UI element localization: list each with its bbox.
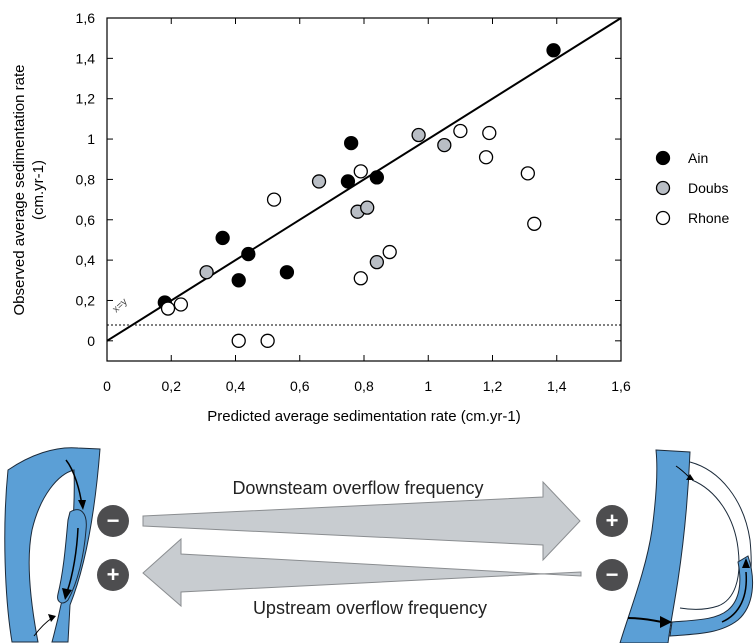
point-ain bbox=[215, 230, 230, 246]
y-tick-label: 0,8 bbox=[76, 171, 96, 187]
legend-marker-doubs bbox=[655, 180, 671, 196]
y-tick-label: 0,6 bbox=[76, 212, 96, 228]
left-flow-arrowhead-top bbox=[78, 500, 86, 510]
left-channel-illustration bbox=[4, 447, 101, 643]
left-outflow-arrowhead bbox=[48, 614, 56, 622]
point-ain bbox=[241, 246, 256, 262]
right-oxbow-inner bbox=[679, 479, 740, 610]
y-axis-unit: (cm.yr-1) bbox=[30, 160, 47, 220]
right-inflow-line bbox=[627, 617, 663, 623]
y-tick-label: 0 bbox=[87, 333, 95, 349]
x-tick-label: 0,6 bbox=[290, 378, 310, 394]
x-axis-ticks: 0 0,2 0,4 0,6 0,8 1 1,2 1,4 1,6 bbox=[103, 18, 631, 394]
left-side-channel bbox=[57, 509, 87, 604]
reference-line-x-equals-y bbox=[106, 17, 622, 342]
point-rhone bbox=[482, 125, 497, 141]
point-doubs bbox=[199, 265, 214, 280]
right-oxbow-flow-line bbox=[721, 571, 748, 623]
right-top-arrowhead bbox=[686, 474, 694, 480]
x-tick-label: 0,8 bbox=[354, 378, 374, 394]
point-doubs bbox=[369, 254, 385, 270]
point-doubs bbox=[437, 137, 452, 153]
y-axis-ticks: 0 0,2 0,4 0,6 0,8 1 1,2 1,4 1,6 bbox=[76, 10, 621, 349]
point-ain bbox=[546, 43, 561, 58]
right-oxbow-channel bbox=[669, 555, 754, 637]
x-tick-label: 0,2 bbox=[162, 378, 182, 394]
point-rhone bbox=[160, 301, 176, 316]
point-ain bbox=[231, 273, 246, 288]
left-outflow-line bbox=[33, 617, 53, 637]
legend: Ain Doubs Rhone bbox=[655, 150, 729, 226]
point-rhone bbox=[520, 166, 535, 181]
downstream-frequency-label: Downsteam overflow frequency bbox=[232, 478, 483, 498]
minus-sign-left-top: − bbox=[97, 505, 129, 537]
reference-line-label: x=y bbox=[111, 296, 130, 315]
right-oxbow-arrowhead bbox=[742, 558, 750, 568]
upstream-frequency-arrow bbox=[142, 537, 582, 608]
point-ain bbox=[343, 135, 359, 151]
right-channel-illustration bbox=[619, 449, 754, 643]
x-axis-label: Predicted average sedimentation rate (cm… bbox=[207, 408, 520, 425]
y-tick-label: 1,4 bbox=[76, 50, 96, 66]
right-inflow-arrowhead bbox=[660, 616, 672, 628]
upstream-frequency-label: Upstream overflow frequency bbox=[253, 598, 487, 618]
x-tick-label: 0 bbox=[103, 378, 111, 394]
point-rhone bbox=[527, 216, 542, 231]
y-tick-label: 1,6 bbox=[76, 10, 96, 26]
sign-text: − bbox=[606, 562, 619, 587]
point-rhone bbox=[478, 150, 494, 165]
x-tick-label: 1,6 bbox=[611, 378, 631, 394]
point-rhone bbox=[260, 333, 275, 348]
legend-label-doubs: Doubs bbox=[688, 180, 728, 196]
point-ain bbox=[369, 170, 385, 185]
minus-sign-right-bottom: − bbox=[596, 559, 628, 591]
point-rhone bbox=[353, 271, 368, 286]
x-tick-label: 1,2 bbox=[483, 378, 503, 394]
point-ain bbox=[340, 174, 356, 189]
point-ain bbox=[279, 265, 295, 280]
scatter-chart: x=y 0 0,2 0,4 0,6 0,8 1 1,2 1,4 1,6 0 0,2 0,4 0,6 0,… bbox=[11, 10, 729, 425]
sign-text: + bbox=[606, 508, 619, 533]
point-rhone bbox=[382, 244, 397, 260]
left-flow-arrowhead-bottom bbox=[62, 588, 72, 600]
legend-label-ain: Ain bbox=[688, 150, 708, 166]
left-side-flow-line bbox=[66, 527, 79, 593]
x-tick-label: 1 bbox=[424, 378, 432, 394]
x-tick-label: 1,4 bbox=[547, 378, 567, 394]
downstream-frequency-arrow bbox=[142, 480, 581, 562]
y-tick-label: 0,4 bbox=[76, 252, 96, 268]
y-tick-label: 1,2 bbox=[76, 91, 96, 107]
point-doubs bbox=[411, 127, 426, 143]
point-rhone bbox=[231, 333, 246, 348]
point-doubs bbox=[311, 174, 327, 189]
sign-text: + bbox=[107, 562, 120, 587]
point-rhone bbox=[453, 123, 468, 139]
point-rhone bbox=[353, 164, 368, 179]
point-rhone bbox=[266, 192, 282, 207]
x-tick-label: 0,4 bbox=[226, 378, 246, 394]
right-main-channel bbox=[619, 449, 691, 643]
y-tick-label: 1 bbox=[87, 131, 95, 147]
y-axis-label: Observed average sedimentation rate bbox=[11, 65, 28, 316]
sign-text: − bbox=[107, 508, 120, 533]
data-points bbox=[157, 43, 561, 348]
plus-sign-right-top: + bbox=[596, 505, 628, 537]
overflow-frequency-diagram: Downsteam overflow frequency Upstream ov… bbox=[4, 447, 754, 643]
point-doubs bbox=[360, 200, 375, 215]
legend-marker-ain bbox=[655, 150, 671, 166]
plus-sign-left-bottom: + bbox=[97, 559, 129, 591]
legend-label-rhone: Rhone bbox=[688, 210, 729, 226]
y-tick-label: 0,2 bbox=[76, 292, 96, 308]
left-main-channel bbox=[4, 447, 101, 643]
legend-marker-rhone bbox=[655, 210, 671, 226]
point-rhone bbox=[173, 297, 189, 312]
